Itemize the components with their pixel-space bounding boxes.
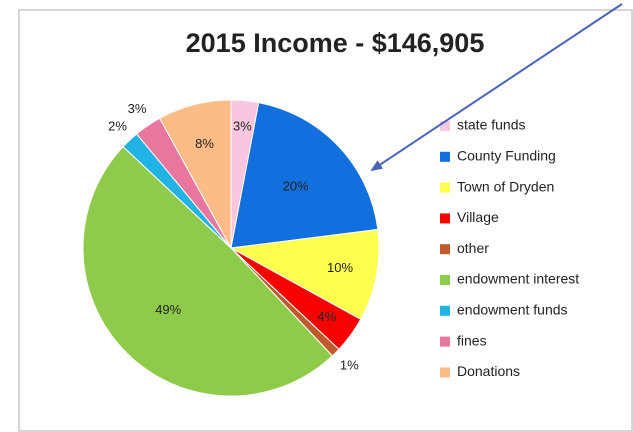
legend-label: Donations: [457, 363, 520, 379]
data-label: 8%: [195, 136, 214, 151]
legend: state funds County Funding Town of Dryden V…: [440, 117, 579, 379]
pie-slice: [230, 102, 379, 249]
legend-label: endowment funds: [457, 302, 568, 318]
legend-label: fines: [457, 332, 487, 348]
pie: 3%20%10%4%1%49%2%3%8%: [82, 99, 380, 397]
legend-swatch: [440, 275, 450, 285]
legend-swatch: [440, 367, 450, 378]
pie-slice: [229, 228, 380, 320]
data-label: 10%: [327, 260, 353, 275]
legend-label: Town of Dryden: [457, 178, 554, 194]
data-label: 20%: [283, 179, 309, 194]
legend-swatch: [440, 213, 450, 224]
data-label: 3%: [233, 119, 252, 134]
legend-swatch: [440, 121, 450, 131]
pie-slice: [82, 145, 334, 397]
legend-label: endowment interest: [457, 271, 579, 287]
legend-label: other: [457, 240, 489, 256]
chart-title: 2015 Income - $146,905: [186, 28, 485, 58]
legend-swatch: [440, 305, 450, 316]
arrow: [370, 3, 623, 172]
data-label: 3%: [128, 101, 147, 116]
data-label: 4%: [317, 309, 336, 324]
legend-swatch: [440, 336, 450, 347]
legend-label: state funds: [457, 117, 526, 133]
pie-slice: [159, 99, 232, 249]
data-label: 2%: [108, 119, 127, 134]
legend-swatch: [440, 182, 450, 193]
data-label: 1%: [340, 358, 359, 373]
legend-label: Village: [457, 209, 499, 225]
legend-label: County Funding: [457, 148, 556, 164]
data-label: 49%: [155, 302, 181, 317]
legend-swatch: [440, 244, 450, 255]
legend-swatch: [440, 151, 450, 162]
